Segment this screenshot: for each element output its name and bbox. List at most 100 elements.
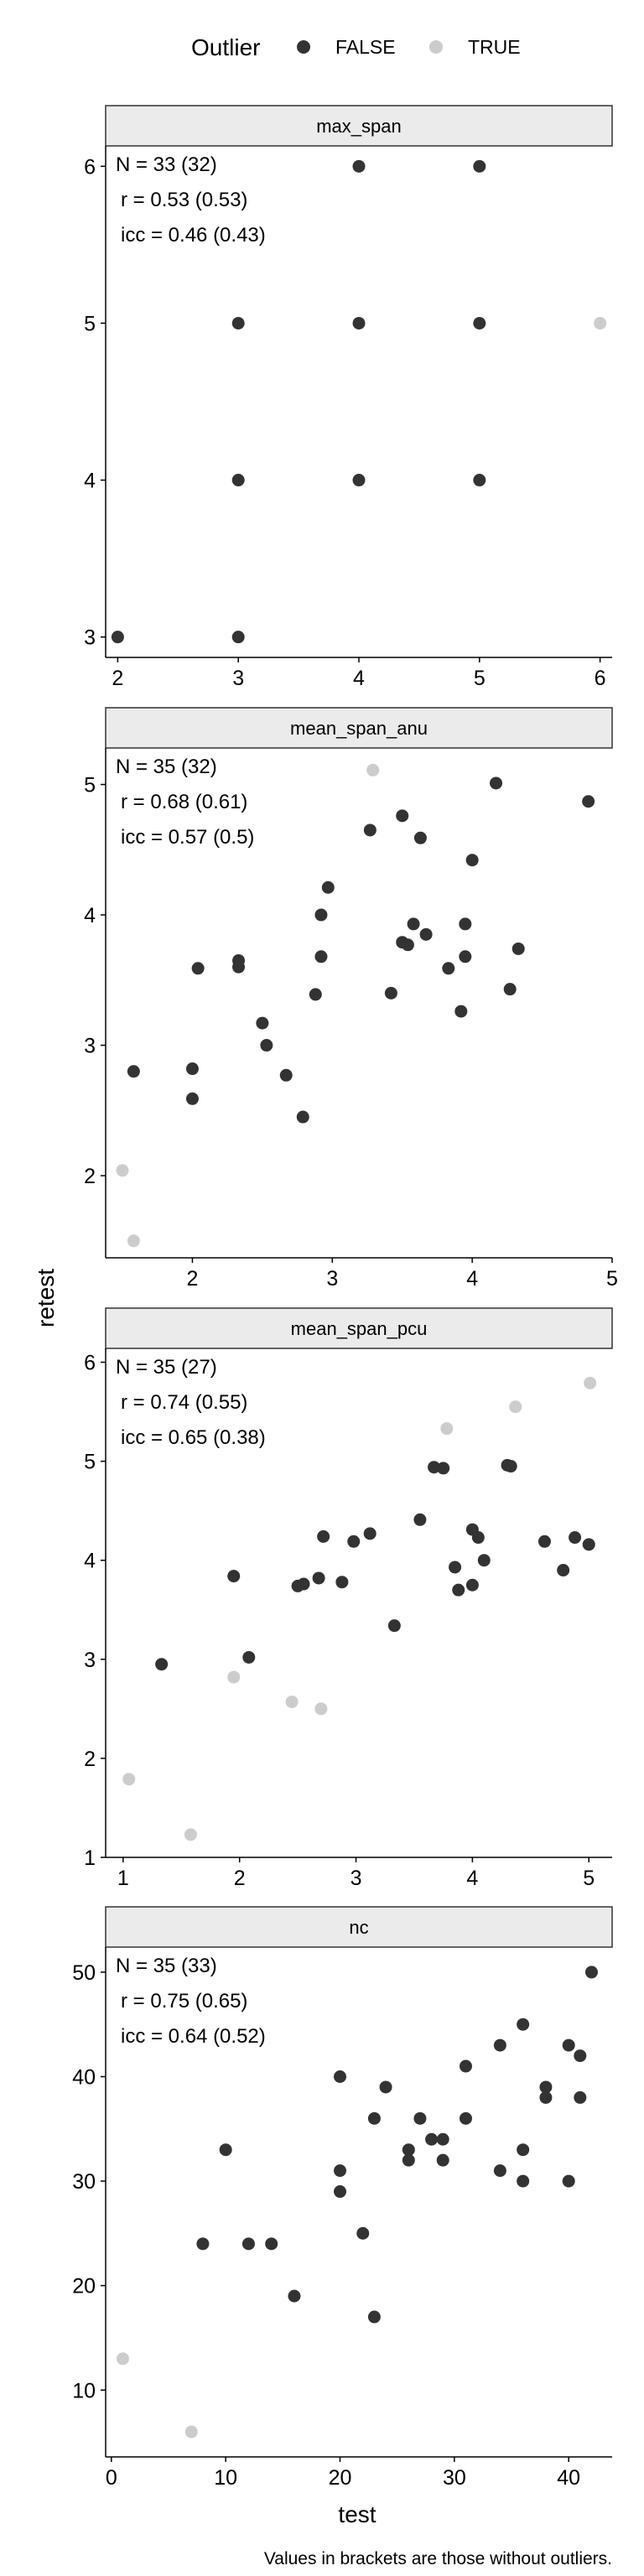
- data-point: [442, 962, 455, 975]
- x-tick-label: 1: [117, 1867, 129, 1890]
- y-tick-label: 4: [84, 904, 96, 927]
- y-tick-label: 3: [84, 1649, 96, 1672]
- data-point: [473, 316, 486, 330]
- data-point: [471, 1531, 485, 1545]
- facet-strip-label: mean_span_pcu: [291, 1318, 428, 1339]
- panel-mean_span_pcu: mean_span_pcu 1 2 3 4 5 6 1 2 3 4 5 N = 35 (27) r = 0…: [84, 1307, 613, 1890]
- y-tick-label: 3: [84, 1035, 96, 1058]
- data-point: [569, 1531, 582, 1545]
- data-point: [539, 2090, 553, 2104]
- data-point: [231, 316, 245, 330]
- data-point: [363, 1527, 377, 1540]
- facet-strip-label: max_span: [316, 116, 402, 137]
- x-tick-label: 6: [595, 667, 606, 690]
- legend-title: Outlier: [191, 34, 260, 60]
- stat-annotation: N = 33 (32): [116, 153, 217, 176]
- data-point: [242, 2237, 255, 2251]
- data-point: [352, 159, 366, 173]
- outlier-point: [116, 1164, 129, 1177]
- y-tick-label: 4: [84, 470, 96, 493]
- data-point: [387, 1619, 401, 1633]
- data-point: [436, 2153, 449, 2167]
- data-point: [407, 917, 420, 931]
- data-point: [419, 927, 433, 941]
- outlier-point: [116, 2352, 129, 2366]
- data-point: [232, 960, 246, 974]
- data-point: [452, 1583, 465, 1597]
- stat-annotation: icc = 0.46 (0.43): [121, 224, 266, 247]
- x-tick-label: 2: [234, 1867, 246, 1890]
- data-point: [242, 1650, 256, 1664]
- stat-annotation: N = 35 (27): [116, 1356, 217, 1379]
- legend-label-false: FALSE: [335, 36, 396, 58]
- data-point: [317, 1530, 330, 1543]
- data-point: [425, 2132, 439, 2146]
- data-point: [111, 631, 124, 644]
- data-point: [401, 938, 414, 952]
- outlier-point: [594, 316, 607, 330]
- x-tick-label: 5: [474, 667, 486, 690]
- y-tick-label: 50: [72, 1961, 96, 1985]
- data-point: [312, 1571, 325, 1585]
- data-point: [582, 1538, 595, 1551]
- outlier-point: [440, 1422, 454, 1436]
- data-point: [335, 1576, 349, 1589]
- y-axis-title: retest: [33, 1269, 59, 1327]
- x-tick-label: 4: [466, 1867, 478, 1890]
- x-tick-label: 40: [557, 2466, 580, 2490]
- x-tick-label: 3: [351, 1867, 362, 1890]
- x-tick-label: 10: [214, 2466, 237, 2490]
- x-tick-label: 3: [326, 1267, 338, 1291]
- outlier-point: [314, 1702, 328, 1716]
- legend-swatch-true: [429, 40, 443, 54]
- data-point: [539, 2080, 553, 2094]
- data-point: [436, 2132, 449, 2146]
- outlier-point: [509, 1400, 522, 1414]
- data-point: [196, 2237, 210, 2251]
- data-point: [557, 1564, 570, 1577]
- data-point: [347, 1535, 361, 1548]
- data-point: [459, 917, 472, 931]
- data-point: [517, 2018, 530, 2031]
- outlier-point: [184, 2425, 198, 2438]
- data-point: [314, 950, 328, 963]
- stat-annotation: N = 35 (33): [116, 1955, 217, 1977]
- outlier-point: [285, 1696, 299, 1709]
- data-point: [256, 1016, 269, 1030]
- y-tick-label: 30: [72, 2170, 96, 2194]
- facet-strip: [105, 105, 613, 147]
- data-point: [309, 988, 322, 1001]
- x-tick-label: 0: [106, 2466, 117, 2490]
- y-tick-label: 5: [84, 1451, 96, 1474]
- facet-strip: [105, 1906, 613, 1948]
- y-tick-label: 1: [84, 1846, 96, 1870]
- stat-annotation: icc = 0.65 (0.38): [121, 1426, 266, 1449]
- data-point: [191, 962, 205, 975]
- data-point: [413, 2111, 427, 2125]
- data-point: [396, 809, 409, 823]
- data-point: [459, 2111, 472, 2125]
- data-point: [562, 2174, 575, 2188]
- data-point: [402, 2153, 415, 2167]
- data-point: [231, 474, 245, 487]
- stat-annotation: r = 0.75 (0.65): [121, 1990, 247, 2012]
- y-tick-label: 5: [84, 312, 96, 335]
- data-point: [449, 1561, 462, 1574]
- data-point: [538, 1535, 551, 1548]
- outlier-point: [584, 1376, 597, 1389]
- data-point: [459, 2059, 472, 2073]
- stat-annotation: r = 0.53 (0.53): [121, 189, 247, 211]
- y-tick-label: 40: [72, 2065, 96, 2089]
- data-point: [334, 2164, 347, 2178]
- data-point: [296, 1110, 309, 1124]
- data-point: [493, 2038, 506, 2052]
- data-point: [297, 1577, 310, 1591]
- data-point: [428, 1461, 441, 1474]
- y-tick-label: 6: [84, 155, 96, 179]
- data-point: [231, 631, 245, 644]
- data-point: [574, 2049, 587, 2063]
- data-point: [517, 2143, 530, 2157]
- outlier-point: [127, 1234, 140, 1248]
- x-tick-label: 5: [606, 1267, 618, 1291]
